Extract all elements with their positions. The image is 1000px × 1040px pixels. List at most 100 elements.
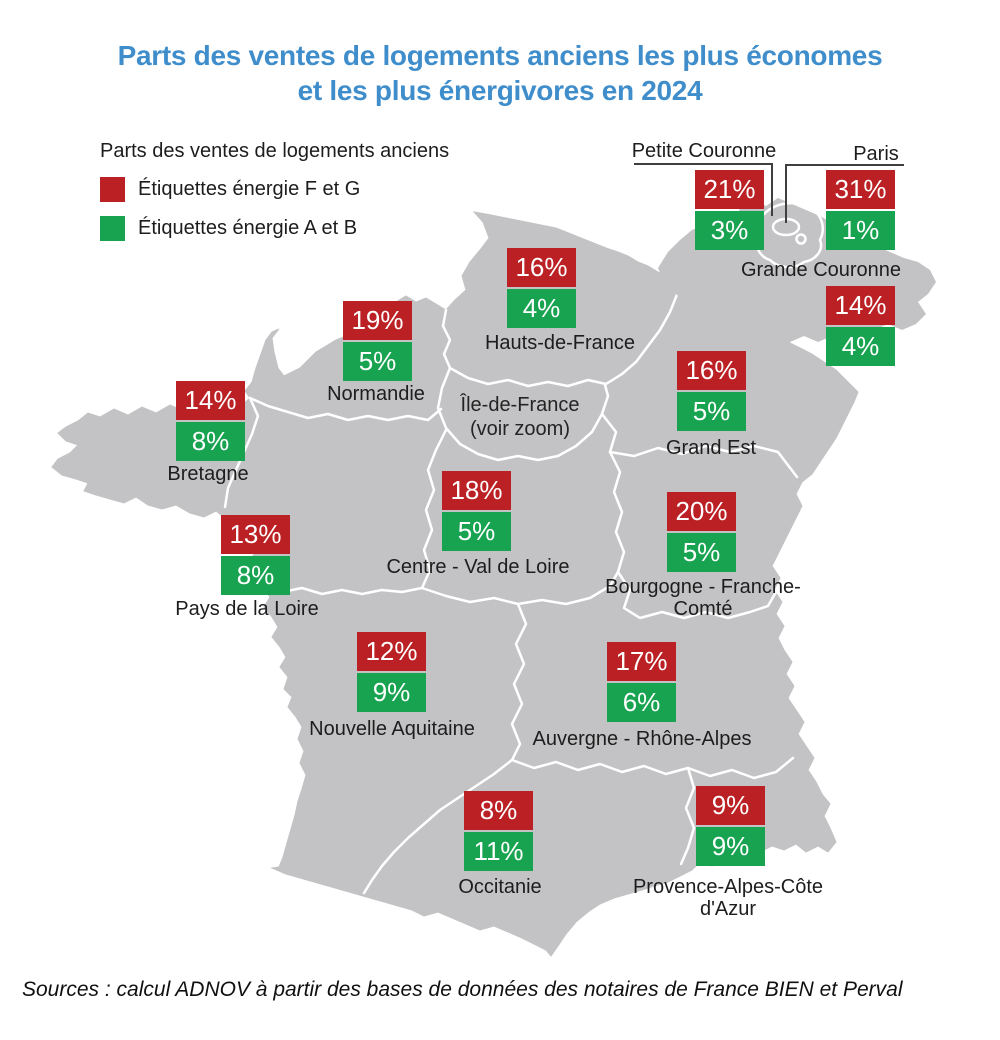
region-badge: 17% 6%	[607, 642, 676, 722]
legend-item-fg: Étiquettes énergie F et G	[100, 177, 449, 202]
region-label: Paris	[853, 143, 899, 165]
fg-badge: 8%	[464, 791, 533, 830]
region-label: Pays de la Loire	[175, 598, 319, 620]
region-badge: 13% 8%	[221, 515, 290, 595]
fg-badge: 14%	[826, 286, 895, 325]
ab-badge: 8%	[176, 422, 245, 461]
legend-label-fg: Étiquettes énergie F et G	[138, 178, 361, 200]
ab-value: 6%	[622, 687, 661, 717]
petite-couronne-pointer	[634, 163, 773, 216]
fg-badge: 21%	[695, 170, 764, 209]
fg-value: 16%	[515, 252, 568, 282]
fg-badge: 16%	[507, 248, 576, 287]
fg-badge: 20%	[667, 492, 736, 531]
ab-badge: 11%	[464, 832, 533, 871]
region-label: Hauts-de-France	[484, 332, 636, 354]
fg-badge: 16%	[677, 351, 746, 390]
region-label: Bourgogne - Franche-Comté	[605, 576, 801, 620]
region-label: Nouvelle Aquitaine	[309, 718, 475, 740]
pointer-lines	[634, 163, 904, 223]
fg-badge: 12%	[357, 632, 426, 671]
legend: Parts des ventes de logements anciens Ét…	[100, 140, 449, 241]
region-badge: 14% 4%	[826, 286, 895, 366]
ab-value: 5%	[682, 537, 721, 567]
ab-value: 9%	[711, 831, 750, 861]
ab-badge: 5%	[442, 512, 511, 551]
region-badge: 19% 5%	[343, 301, 412, 381]
ab-value: 5%	[358, 346, 397, 376]
ab-value: 4%	[841, 331, 880, 361]
ab-badge: 6%	[607, 683, 676, 722]
paris-pointer	[785, 164, 904, 223]
ab-badge: 4%	[507, 289, 576, 328]
page-title: Parts des ventes de logements anciens le…	[0, 38, 1000, 108]
region-badge: 21% 3%	[695, 170, 764, 250]
ab-badge: 5%	[667, 533, 736, 572]
region-label: Auvergne - Rhône-Alpes	[532, 728, 752, 750]
fg-value: 18%	[450, 475, 503, 505]
fg-value: 21%	[703, 174, 756, 204]
title-line-2: et les plus énergivores en 2024	[297, 75, 703, 106]
region-badge: 14% 8%	[176, 381, 245, 461]
region-badge: 9% 9%	[696, 786, 765, 866]
ab-badge: 5%	[677, 392, 746, 431]
fg-value: 13%	[229, 519, 282, 549]
ab-badge: 5%	[343, 342, 412, 381]
ab-value: 5%	[692, 396, 731, 426]
fg-badge: 17%	[607, 642, 676, 681]
legend-heading: Parts des ventes de logements anciens	[100, 140, 450, 162]
fg-value: 14%	[834, 290, 887, 320]
region-badge: 31% 1%	[826, 170, 895, 250]
idf-zoom-note: Île-de-France (voir zoom)	[460, 394, 580, 440]
region-label: Normandie	[327, 383, 425, 405]
fg-badge: 18%	[442, 471, 511, 510]
fg-value: 12%	[365, 636, 418, 666]
fg-badge: 14%	[176, 381, 245, 420]
ab-badge: 9%	[696, 827, 765, 866]
region-label: Grande Couronne	[740, 259, 902, 281]
region-borders	[223, 290, 799, 895]
region-badge: 16% 4%	[507, 248, 576, 328]
fg-badge: 31%	[826, 170, 895, 209]
ab-badge: 3%	[695, 211, 764, 250]
fg-value: 9%	[711, 790, 750, 820]
ab-badge: 8%	[221, 556, 290, 595]
red-swatch-icon	[100, 177, 125, 202]
ab-badge: 9%	[357, 673, 426, 712]
ab-value: 3%	[710, 215, 749, 245]
ab-badge: 1%	[826, 211, 895, 250]
ab-value: 9%	[372, 677, 411, 707]
fg-badge: 19%	[343, 301, 412, 340]
ab-value: 8%	[191, 426, 230, 456]
region-label: Provence-Alpes-Côte d'Azur	[632, 876, 824, 920]
fg-value: 19%	[351, 305, 404, 335]
fg-value: 8%	[479, 795, 518, 825]
small-commune-outline	[795, 233, 807, 245]
region-label: Petite Couronne	[631, 140, 777, 162]
region-label: Grand Est	[665, 437, 757, 459]
legend-label-ab: Étiquettes énergie A et B	[138, 217, 358, 239]
ab-value: 1%	[841, 215, 880, 245]
region-badge: 20% 5%	[667, 492, 736, 572]
region-badge: 16% 5%	[677, 351, 746, 431]
region-label: Occitanie	[458, 876, 542, 898]
region-label: Bretagne	[167, 463, 249, 485]
ab-value: 5%	[457, 516, 496, 546]
fg-badge: 13%	[221, 515, 290, 554]
fg-value: 31%	[834, 174, 887, 204]
ab-value: 8%	[236, 560, 275, 590]
sources-note: Sources : calcul ADNOV à partir des base…	[22, 978, 903, 1001]
fg-value: 20%	[675, 496, 728, 526]
ab-value: 4%	[522, 293, 561, 323]
fg-value: 14%	[184, 385, 237, 415]
region-badge: 18% 5%	[442, 471, 511, 551]
legend-item-ab: Étiquettes énergie A et B	[100, 216, 449, 241]
region-label: Centre - Val de Loire	[386, 556, 570, 578]
region-badge: 12% 9%	[357, 632, 426, 712]
title-line-1: Parts des ventes de logements anciens le…	[117, 40, 883, 71]
region-badge: 8% 11%	[464, 791, 533, 871]
green-swatch-icon	[100, 216, 125, 241]
fg-value: 16%	[685, 355, 738, 385]
